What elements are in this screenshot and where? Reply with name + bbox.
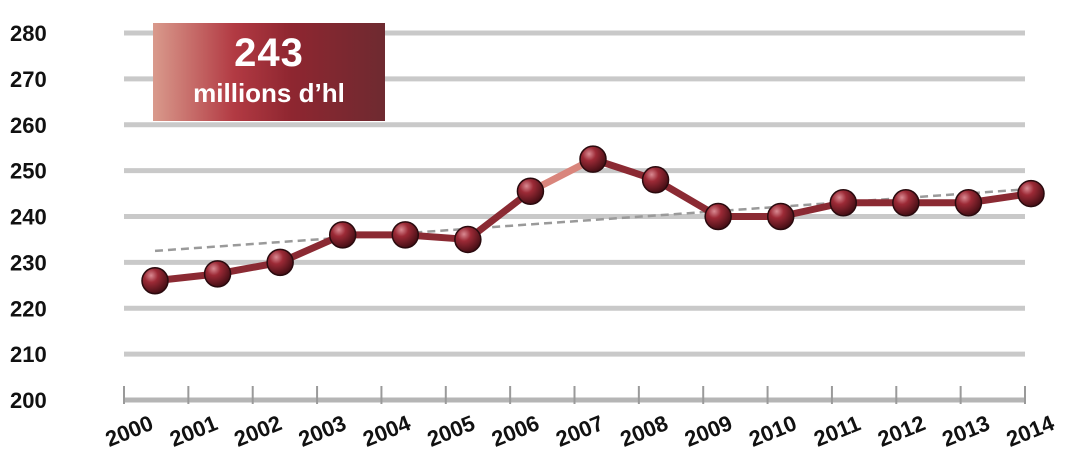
data-point-2013 — [954, 188, 983, 217]
x-axis: 2000 2001 2002 2003 2004 2005 2006 2007 2008 2009… — [102, 386, 1058, 452]
x-tick-label: 2007 — [552, 410, 607, 452]
callout-unit: millions d’hl — [193, 78, 345, 108]
data-point-2008 — [641, 166, 670, 194]
data-point-2000 — [141, 266, 169, 295]
x-tick-label: 2012 — [874, 410, 929, 452]
x-tick-label: 2001 — [166, 410, 221, 452]
y-tick-label: 210 — [10, 342, 47, 367]
data-point-2002 — [266, 248, 294, 277]
y-tick-label: 270 — [10, 67, 47, 92]
data-point-2006 — [516, 177, 545, 206]
x-tick-label: 2005 — [424, 410, 479, 452]
data-point-2010 — [766, 202, 795, 231]
callout-value: 243 — [234, 31, 304, 75]
y-tick-label: 230 — [10, 250, 47, 275]
y-tick-label: 280 — [10, 21, 47, 46]
data-point-2009 — [704, 202, 732, 231]
x-tick-label: 2003 — [295, 410, 350, 452]
x-tick-label: 2010 — [745, 410, 800, 452]
y-tick-label: 220 — [10, 296, 47, 321]
x-tick-label: 2009 — [681, 410, 736, 452]
y-tick-label: 250 — [10, 159, 47, 184]
data-point-2003 — [328, 221, 357, 249]
y-tick-label: 260 — [10, 113, 47, 138]
x-tick-label: 2014 — [1003, 410, 1058, 452]
x-tick-label: 2000 — [102, 410, 157, 452]
data-point-2004 — [391, 221, 420, 249]
x-tick-label: 2002 — [231, 410, 286, 452]
x-tick-label: 2006 — [488, 410, 543, 452]
y-tick-label: 200 — [10, 388, 47, 413]
x-tick-label: 2004 — [359, 410, 414, 452]
data-point-2001 — [203, 260, 232, 288]
y-axis-ticks: 200 210 220 230 240 250 260 270 280 — [10, 21, 47, 413]
data-point-2005 — [454, 225, 482, 254]
data-point-2012 — [892, 188, 920, 217]
data-markers — [141, 145, 1045, 295]
x-tick-label: 2011 — [810, 411, 864, 452]
y-tick-label: 240 — [10, 205, 47, 230]
total-callout: 243 millions d’hl — [153, 23, 385, 121]
data-point-2007 — [579, 145, 607, 173]
x-tick-label: 2013 — [938, 410, 993, 452]
x-tick-label: 2008 — [617, 410, 672, 452]
data-point-2014 — [1017, 179, 1045, 208]
data-point-2011 — [829, 188, 858, 217]
